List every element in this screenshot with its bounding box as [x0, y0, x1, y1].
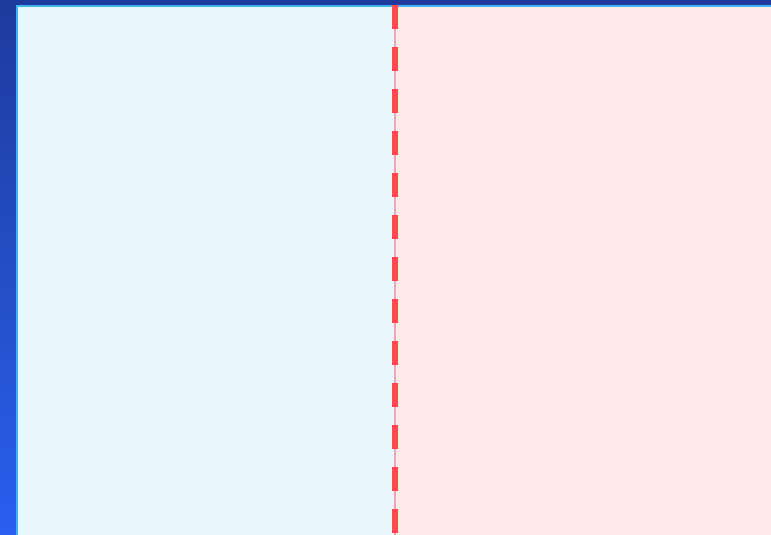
right-panel — [396, 5, 771, 535]
left-panel — [16, 5, 394, 535]
split-divider[interactable] — [390, 5, 400, 535]
